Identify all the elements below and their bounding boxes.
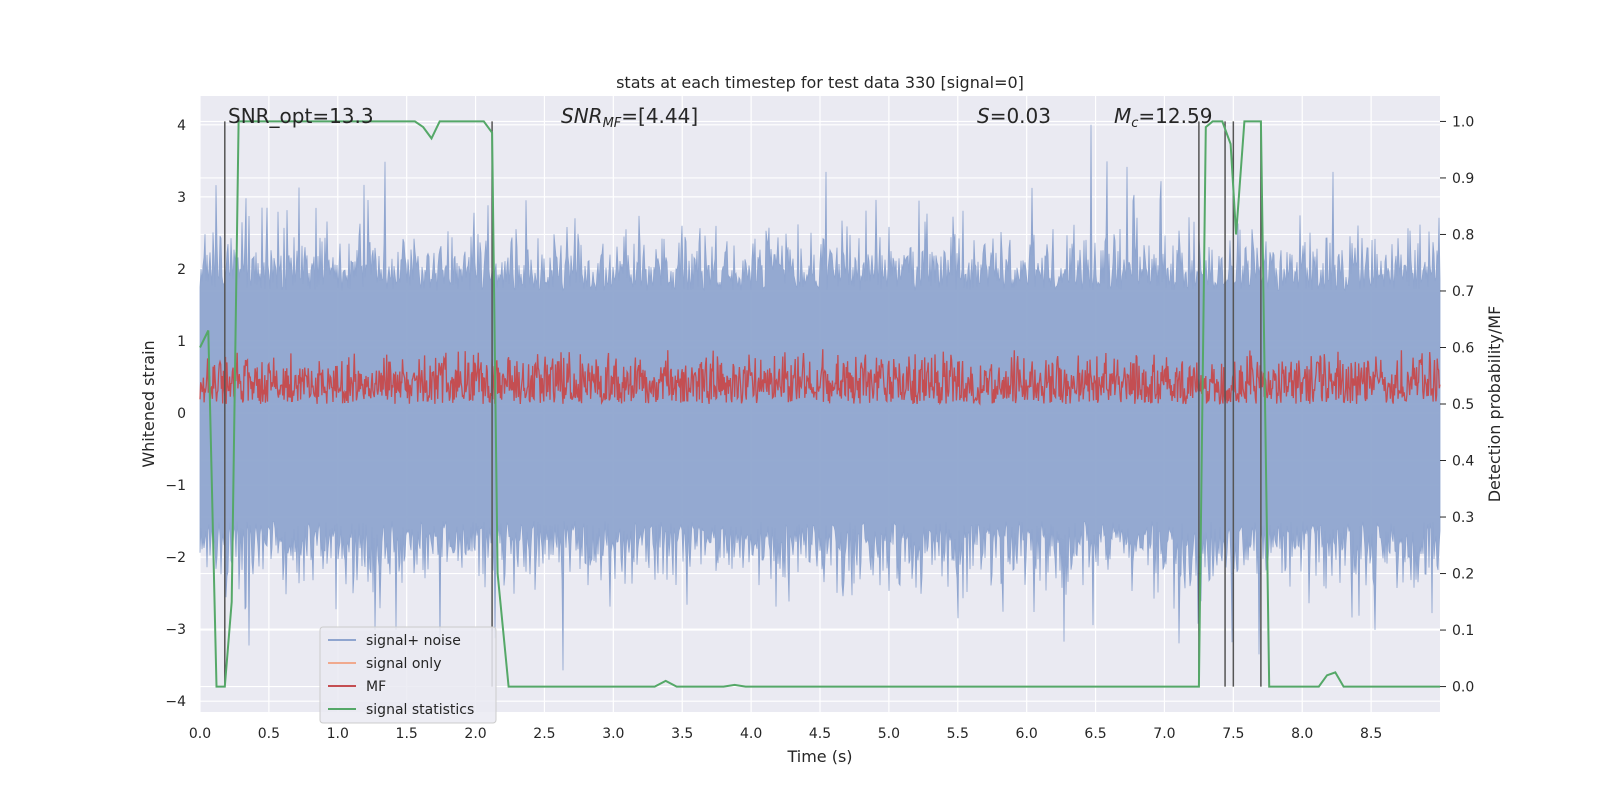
right-y-tick-label: 0.6 [1452, 340, 1474, 356]
left-y-tick-label: 3 [177, 190, 186, 206]
right-y-tick-label: 0.8 [1452, 227, 1474, 243]
legend: signal+ noise signal only MF signal stat… [319, 626, 497, 724]
right-y-tick-label: 0.1 [1452, 623, 1474, 639]
x-tick-label: 4.5 [809, 726, 831, 742]
x-axis-label: Time (s) [786, 747, 852, 766]
x-tick-label: 7.0 [1153, 726, 1175, 742]
left-y-tick-label: −2 [165, 550, 186, 566]
x-tick-label: 8.0 [1291, 726, 1313, 742]
right-y-tick-label: 0.0 [1452, 680, 1474, 696]
x-tick-label: 8.5 [1360, 726, 1382, 742]
legend-box [319, 626, 497, 724]
left-y-axis-label: Whitened strain [139, 340, 158, 467]
x-tick-label: 1.5 [396, 726, 418, 742]
vertical-markers [224, 121, 1262, 687]
right-y-tick-label: 0.4 [1452, 454, 1474, 470]
legend-label-signal-noise: signal+ noise [366, 633, 461, 649]
annotation-s: S=0.03 [977, 104, 1051, 128]
annotation-snr-mf-sub: MF [603, 116, 622, 131]
x-tick-label: 0.5 [258, 726, 280, 742]
right-y-axis-label: Detection probability/MF [1485, 306, 1504, 503]
annotation-snr-opt: SNR_opt=13.3 [228, 104, 374, 128]
annotation-mc-sub: c [1131, 116, 1138, 131]
annotation-snr-mf-tail: =[4.44] [621, 104, 698, 128]
x-tick-label: 4.0 [740, 726, 762, 742]
x-tick-label: 0.0 [189, 726, 211, 742]
x-tick-label: 3.5 [671, 726, 693, 742]
left-y-axis-ticks: 4 3 2 1 0 −1 −2 −3 −4 [165, 118, 186, 710]
chart-title: stats at each timestep for test data 330… [616, 73, 1024, 92]
right-y-tick-label: 0.3 [1452, 510, 1474, 526]
x-tick-label: 6.5 [1084, 726, 1106, 742]
annotation-mc-tail: =12.59 [1138, 104, 1212, 128]
left-y-tick-label: 1 [177, 334, 186, 350]
left-y-tick-label: −3 [165, 622, 186, 638]
legend-label-signal-statistics: signal statistics [366, 702, 474, 718]
legend-label-mf: MF [366, 679, 386, 695]
right-y-tick-label: 0.2 [1452, 567, 1474, 583]
signal-statistics-line [199, 120, 1440, 688]
left-y-tick-label: 4 [177, 118, 186, 134]
x-tick-label: 5.5 [947, 726, 969, 742]
x-tick-label: 2.0 [464, 726, 486, 742]
right-y-tick-label: 1.0 [1452, 114, 1474, 130]
x-tick-label: 1.0 [327, 726, 349, 742]
signal-statistics-series [199, 120, 1440, 688]
x-tick-label: 7.5 [1222, 726, 1244, 742]
left-y-tick-label: 0 [177, 406, 186, 422]
right-y-tick-label: 0.5 [1452, 397, 1474, 413]
right-y-tick-label: 0.7 [1452, 284, 1474, 300]
x-tick-label: 5.0 [878, 726, 900, 742]
x-tick-label: 3.0 [602, 726, 624, 742]
right-y-axis-ticks: 1.0 0.9 0.8 0.7 0.6 0.5 0.4 0.3 0.2 0.1 0.0 [1440, 114, 1474, 696]
right-y-tick-label: 0.9 [1452, 171, 1474, 187]
x-tick-label: 2.5 [533, 726, 555, 742]
annotation-mc: Mc=12.59 [1114, 104, 1212, 131]
annotation-s-var: S [977, 104, 990, 128]
x-axis-ticks: 0.0 0.5 1.0 1.5 2.0 2.5 3.0 3.5 4.0 4.5 5.0 5.5 6.0 6… [189, 726, 1382, 742]
annotation-mc-var: M [1114, 104, 1131, 128]
annotation-snr-mf: SNRMF=[4.44] [561, 104, 698, 131]
signal-noise-band [199, 124, 1441, 671]
signal-noise-series [199, 124, 1441, 671]
left-y-tick-label: −1 [165, 478, 186, 494]
annotation-s-tail: =0.03 [990, 104, 1051, 128]
annotation-snr-mf-main: SNR [561, 104, 603, 128]
legend-label-signal-only: signal only [366, 656, 441, 672]
x-tick-label: 6.0 [1016, 726, 1038, 742]
left-y-tick-label: 2 [177, 262, 186, 278]
left-y-tick-label: −4 [165, 694, 186, 710]
